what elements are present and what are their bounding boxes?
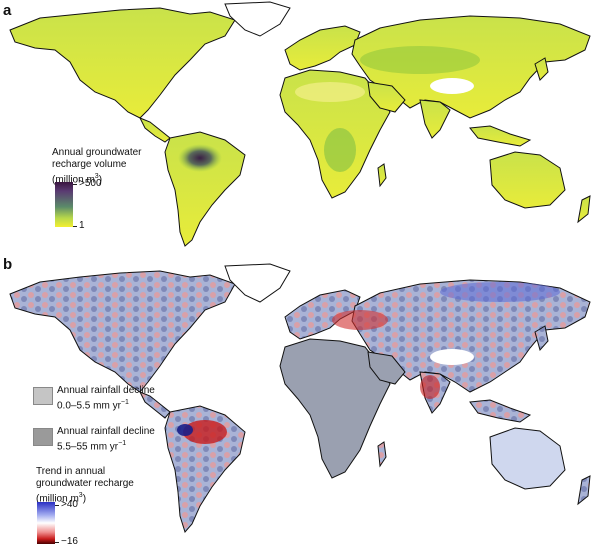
legend-title-line-1: Annual groundwater [52,147,142,158]
recharge-volume-legend-title: Annual groundwater recharge volume (mill… [52,147,182,186]
colorbar-min-label: 1 [79,220,85,231]
legend-title-b-line-2: groundwater recharge [36,478,134,489]
rainfall-decline-light-swatch [33,387,53,405]
new-zealand [577,195,591,224]
legend-title-line-3: (million m3) [52,173,103,186]
colorbar-b-max-label: >40 [61,499,78,510]
panel-a-letter: a [3,2,12,19]
rainfall-decline-dark-label: Annual rainfall decline 5.5–55 mm yr−1 [57,426,155,453]
recharge-trend-colorbar [37,502,55,544]
central-america [138,117,171,143]
madagascar [377,163,387,188]
colorbar-tick-max [73,184,77,185]
australia [489,151,566,209]
arabia [367,81,406,113]
north-america [9,7,236,119]
legend-title-b-line-1: Trend in annual [36,466,106,477]
recharge-trend-map [9,263,591,534]
recharge-volume-map [9,1,591,247]
recharge-volume-colorbar [55,182,73,227]
decline-2-line-2: 5.5–55 mm yr−1 [57,440,127,453]
colorbar-b-tick-max [55,505,59,506]
japan [534,57,549,81]
rainfall-decline-dark-swatch [33,428,53,446]
decline-2-line-1: Annual rainfall decline [57,426,155,437]
rainfall-decline-light-label: Annual rainfall decline 0.0–5.5 mm yr−1 [57,385,155,412]
decline-1-line-2: 0.0–5.5 mm yr−1 [57,399,129,412]
legend-title-b-line-3: (million m3) [36,492,87,505]
india [419,99,451,139]
southeast-asia-islands [469,125,532,147]
recharge-trend-legend-title: Trend in annual groundwater recharge (mi… [36,466,176,505]
europe [284,25,361,71]
greenland [224,1,291,37]
colorbar-b-tick-min [55,542,59,543]
colorbar-b-min-label: −16 [61,536,78,547]
decline-1-line-1: Annual rainfall decline [57,385,155,396]
colorbar-tick-min [73,226,77,227]
panel-b-letter: b [3,256,13,273]
colorbar-max-label: >500 [79,178,102,189]
legend-title-line-2: recharge volume [52,159,127,170]
